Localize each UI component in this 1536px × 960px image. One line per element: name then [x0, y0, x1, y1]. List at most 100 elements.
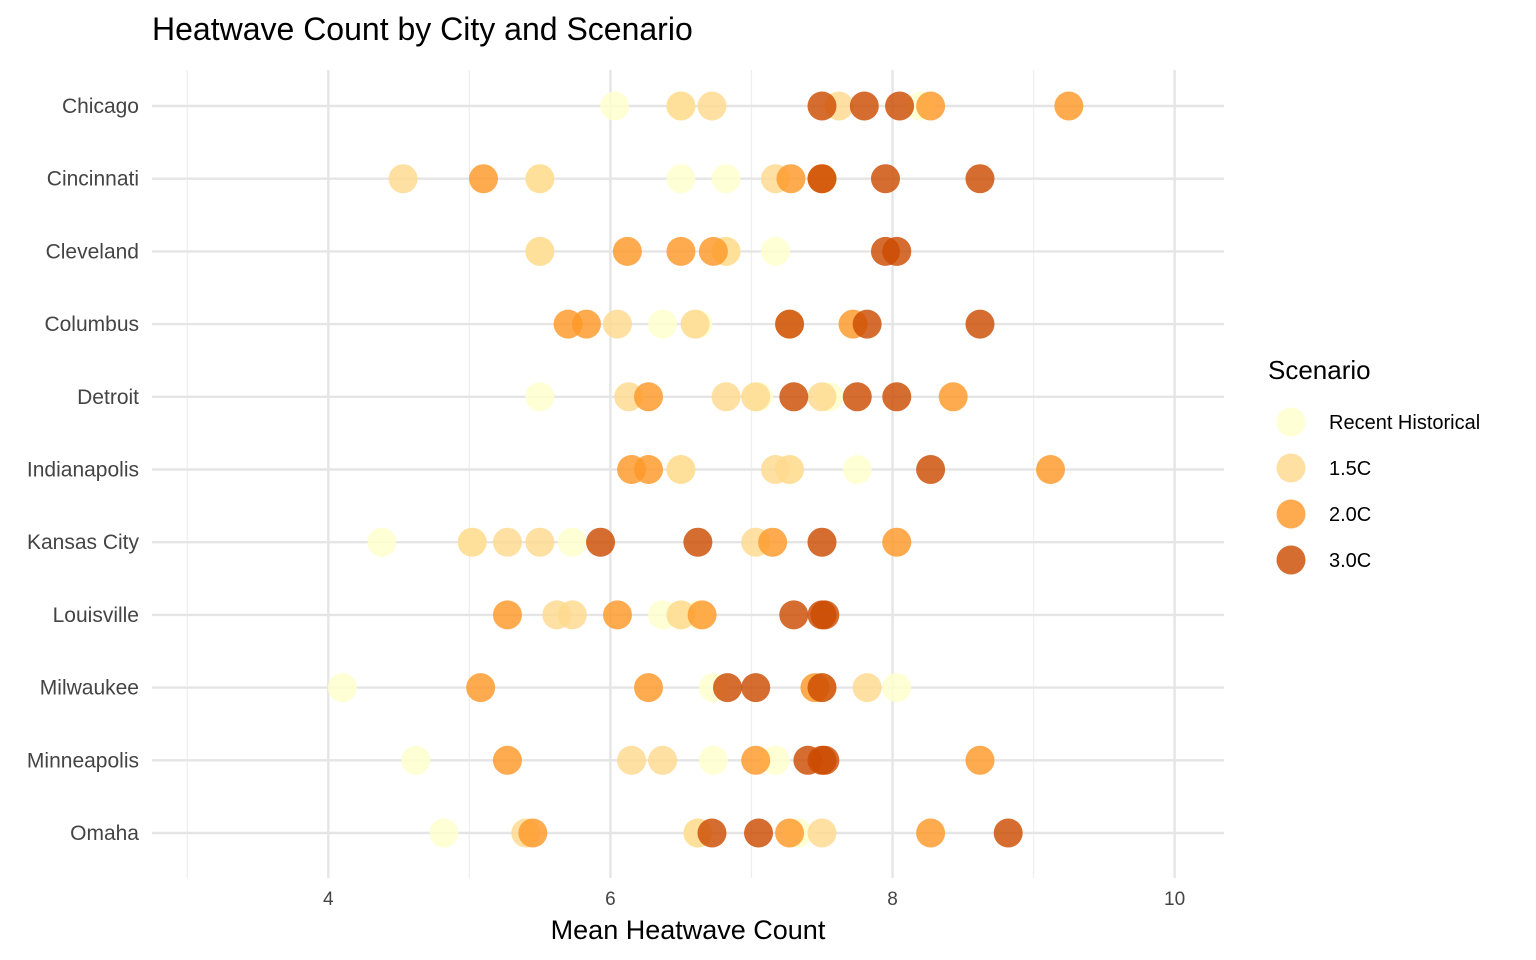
point-3-0c-omaha — [744, 818, 774, 848]
point-2-0c-minneapolis — [492, 745, 522, 775]
point-3-0c-detroit — [882, 382, 912, 412]
point-1-5c-minneapolis — [617, 745, 647, 775]
point-2-0c-cleveland — [612, 236, 642, 266]
point-recent-historical-milwaukee — [327, 673, 357, 703]
point-3-0c-milwaukee — [741, 673, 771, 703]
point-2-0c-kansas-city — [758, 527, 788, 557]
point-3-0c-louisville — [810, 600, 840, 630]
y-tick-label-omaha: Omaha — [70, 822, 139, 845]
point-2-0c-omaha — [518, 818, 548, 848]
legend: Scenario Recent Historical 1.5C 2.0C 3.0C — [1268, 355, 1480, 575]
y-tick-label-chicago: Chicago — [62, 95, 139, 118]
point-2-0c-columbus — [571, 309, 601, 339]
point-2-0c-cincinnati — [776, 164, 806, 194]
point-2-0c-detroit — [938, 382, 968, 412]
y-tick-label-cleveland: Cleveland — [46, 240, 139, 263]
point-3-0c-chicago — [807, 91, 837, 121]
point-3-0c-chicago — [849, 91, 879, 121]
point-recent-historical-omaha — [429, 818, 459, 848]
point-2-0c-chicago — [916, 91, 946, 121]
point-2-0c-detroit — [634, 382, 664, 412]
point-2-0c-omaha — [916, 818, 946, 848]
point-recent-historical-cincinnati — [711, 164, 741, 194]
point-recent-historical-milwaukee — [882, 673, 912, 703]
point-3-0c-minneapolis — [810, 745, 840, 775]
legend-key-2-0c — [1276, 499, 1306, 529]
point-2-0c-louisville — [602, 600, 632, 630]
point-1-5c-cincinnati — [388, 164, 418, 194]
point-3-0c-omaha — [697, 818, 727, 848]
data-points — [327, 91, 1084, 848]
point-recent-historical-cincinnati — [666, 164, 696, 194]
legend-label-3-0c: 3.0C — [1329, 550, 1371, 572]
point-3-0c-kansas-city — [683, 527, 713, 557]
point-3-0c-detroit — [842, 382, 872, 412]
legend-label-2-0c: 2.0C — [1329, 504, 1371, 526]
legend-label-recent-historical: Recent Historical — [1329, 412, 1480, 434]
y-tick-label-milwaukee: Milwaukee — [40, 677, 139, 700]
point-1-5c-milwaukee — [852, 673, 882, 703]
x-tick-label: 6 — [605, 889, 616, 910]
y-tick-label-indianapolis: Indianapolis — [27, 459, 139, 482]
point-recent-historical-kansas-city — [557, 527, 587, 557]
point-3-0c-louisville — [779, 600, 809, 630]
point-1-5c-kansas-city — [525, 527, 555, 557]
y-axis-tick-labels: Chicago Cincinnati Cleveland Columbus Detroi… — [27, 95, 140, 845]
point-1-5c-columbus — [680, 309, 710, 339]
point-3-0c-detroit — [779, 382, 809, 412]
point-3-0c-cincinnati — [870, 164, 900, 194]
point-2-0c-cincinnati — [468, 164, 498, 194]
point-recent-historical-columbus — [648, 309, 678, 339]
minor-gridlines — [186, 70, 1035, 878]
point-recent-historical-detroit — [525, 382, 555, 412]
point-recent-historical-minneapolis — [698, 745, 728, 775]
point-2-0c-cleveland — [698, 236, 728, 266]
point-3-0c-kansas-city — [586, 527, 616, 557]
point-2-0c-cleveland — [666, 236, 696, 266]
x-tick-label: 8 — [887, 889, 898, 910]
point-1-5c-kansas-city — [457, 527, 487, 557]
point-1-5c-detroit — [711, 382, 741, 412]
point-3-0c-cleveland — [882, 236, 912, 266]
chart-title: Heatwave Count by City and Scenario — [152, 11, 693, 47]
point-1-5c-louisville — [557, 600, 587, 630]
point-1-5c-detroit — [807, 382, 837, 412]
y-tick-label-minneapolis: Minneapolis — [27, 749, 139, 772]
point-1-5c-chicago — [697, 91, 727, 121]
point-2-0c-milwaukee — [466, 673, 496, 703]
point-3-0c-chicago — [885, 91, 915, 121]
point-1-5c-cleveland — [525, 236, 555, 266]
point-recent-historical-minneapolis — [401, 745, 431, 775]
y-tick-label-cincinnati: Cincinnati — [47, 168, 139, 191]
point-1-5c-kansas-city — [492, 527, 522, 557]
point-1-5c-indianapolis — [666, 455, 696, 484]
point-2-0c-minneapolis — [741, 745, 771, 775]
x-axis-label: Mean Heatwave Count — [551, 915, 826, 945]
point-2-0c-indianapolis — [634, 455, 664, 484]
y-tick-label-columbus: Columbus — [44, 313, 139, 336]
point-3-0c-omaha — [993, 818, 1023, 848]
point-3-0c-milwaukee — [712, 673, 742, 703]
legend-label-1-5c: 1.5C — [1329, 458, 1371, 480]
y-tick-label-louisville: Louisville — [53, 604, 139, 627]
point-3-0c-cincinnati — [807, 164, 837, 194]
point-recent-historical-cleveland — [760, 236, 790, 266]
legend-key-recent-historical — [1276, 407, 1306, 437]
point-1-5c-minneapolis — [648, 745, 678, 775]
point-1-5c-louisville — [666, 600, 696, 630]
point-recent-historical-indianapolis — [842, 455, 872, 484]
x-tick-label: 4 — [323, 889, 334, 910]
point-3-0c-cincinnati — [965, 164, 995, 194]
point-2-0c-louisville — [492, 600, 522, 630]
point-1-5c-cincinnati — [525, 164, 555, 194]
point-1-5c-chicago — [666, 91, 696, 121]
point-2-0c-minneapolis — [965, 745, 995, 775]
point-3-0c-columbus — [965, 309, 995, 339]
y-tick-label-kansas-city: Kansas City — [27, 531, 140, 554]
point-3-0c-kansas-city — [807, 527, 837, 557]
x-axis-tick-labels: 4 6 8 10 — [323, 889, 1185, 910]
legend-key-1-5c — [1276, 453, 1306, 483]
y-tick-label-detroit: Detroit — [77, 386, 139, 409]
point-3-0c-indianapolis — [916, 455, 946, 484]
